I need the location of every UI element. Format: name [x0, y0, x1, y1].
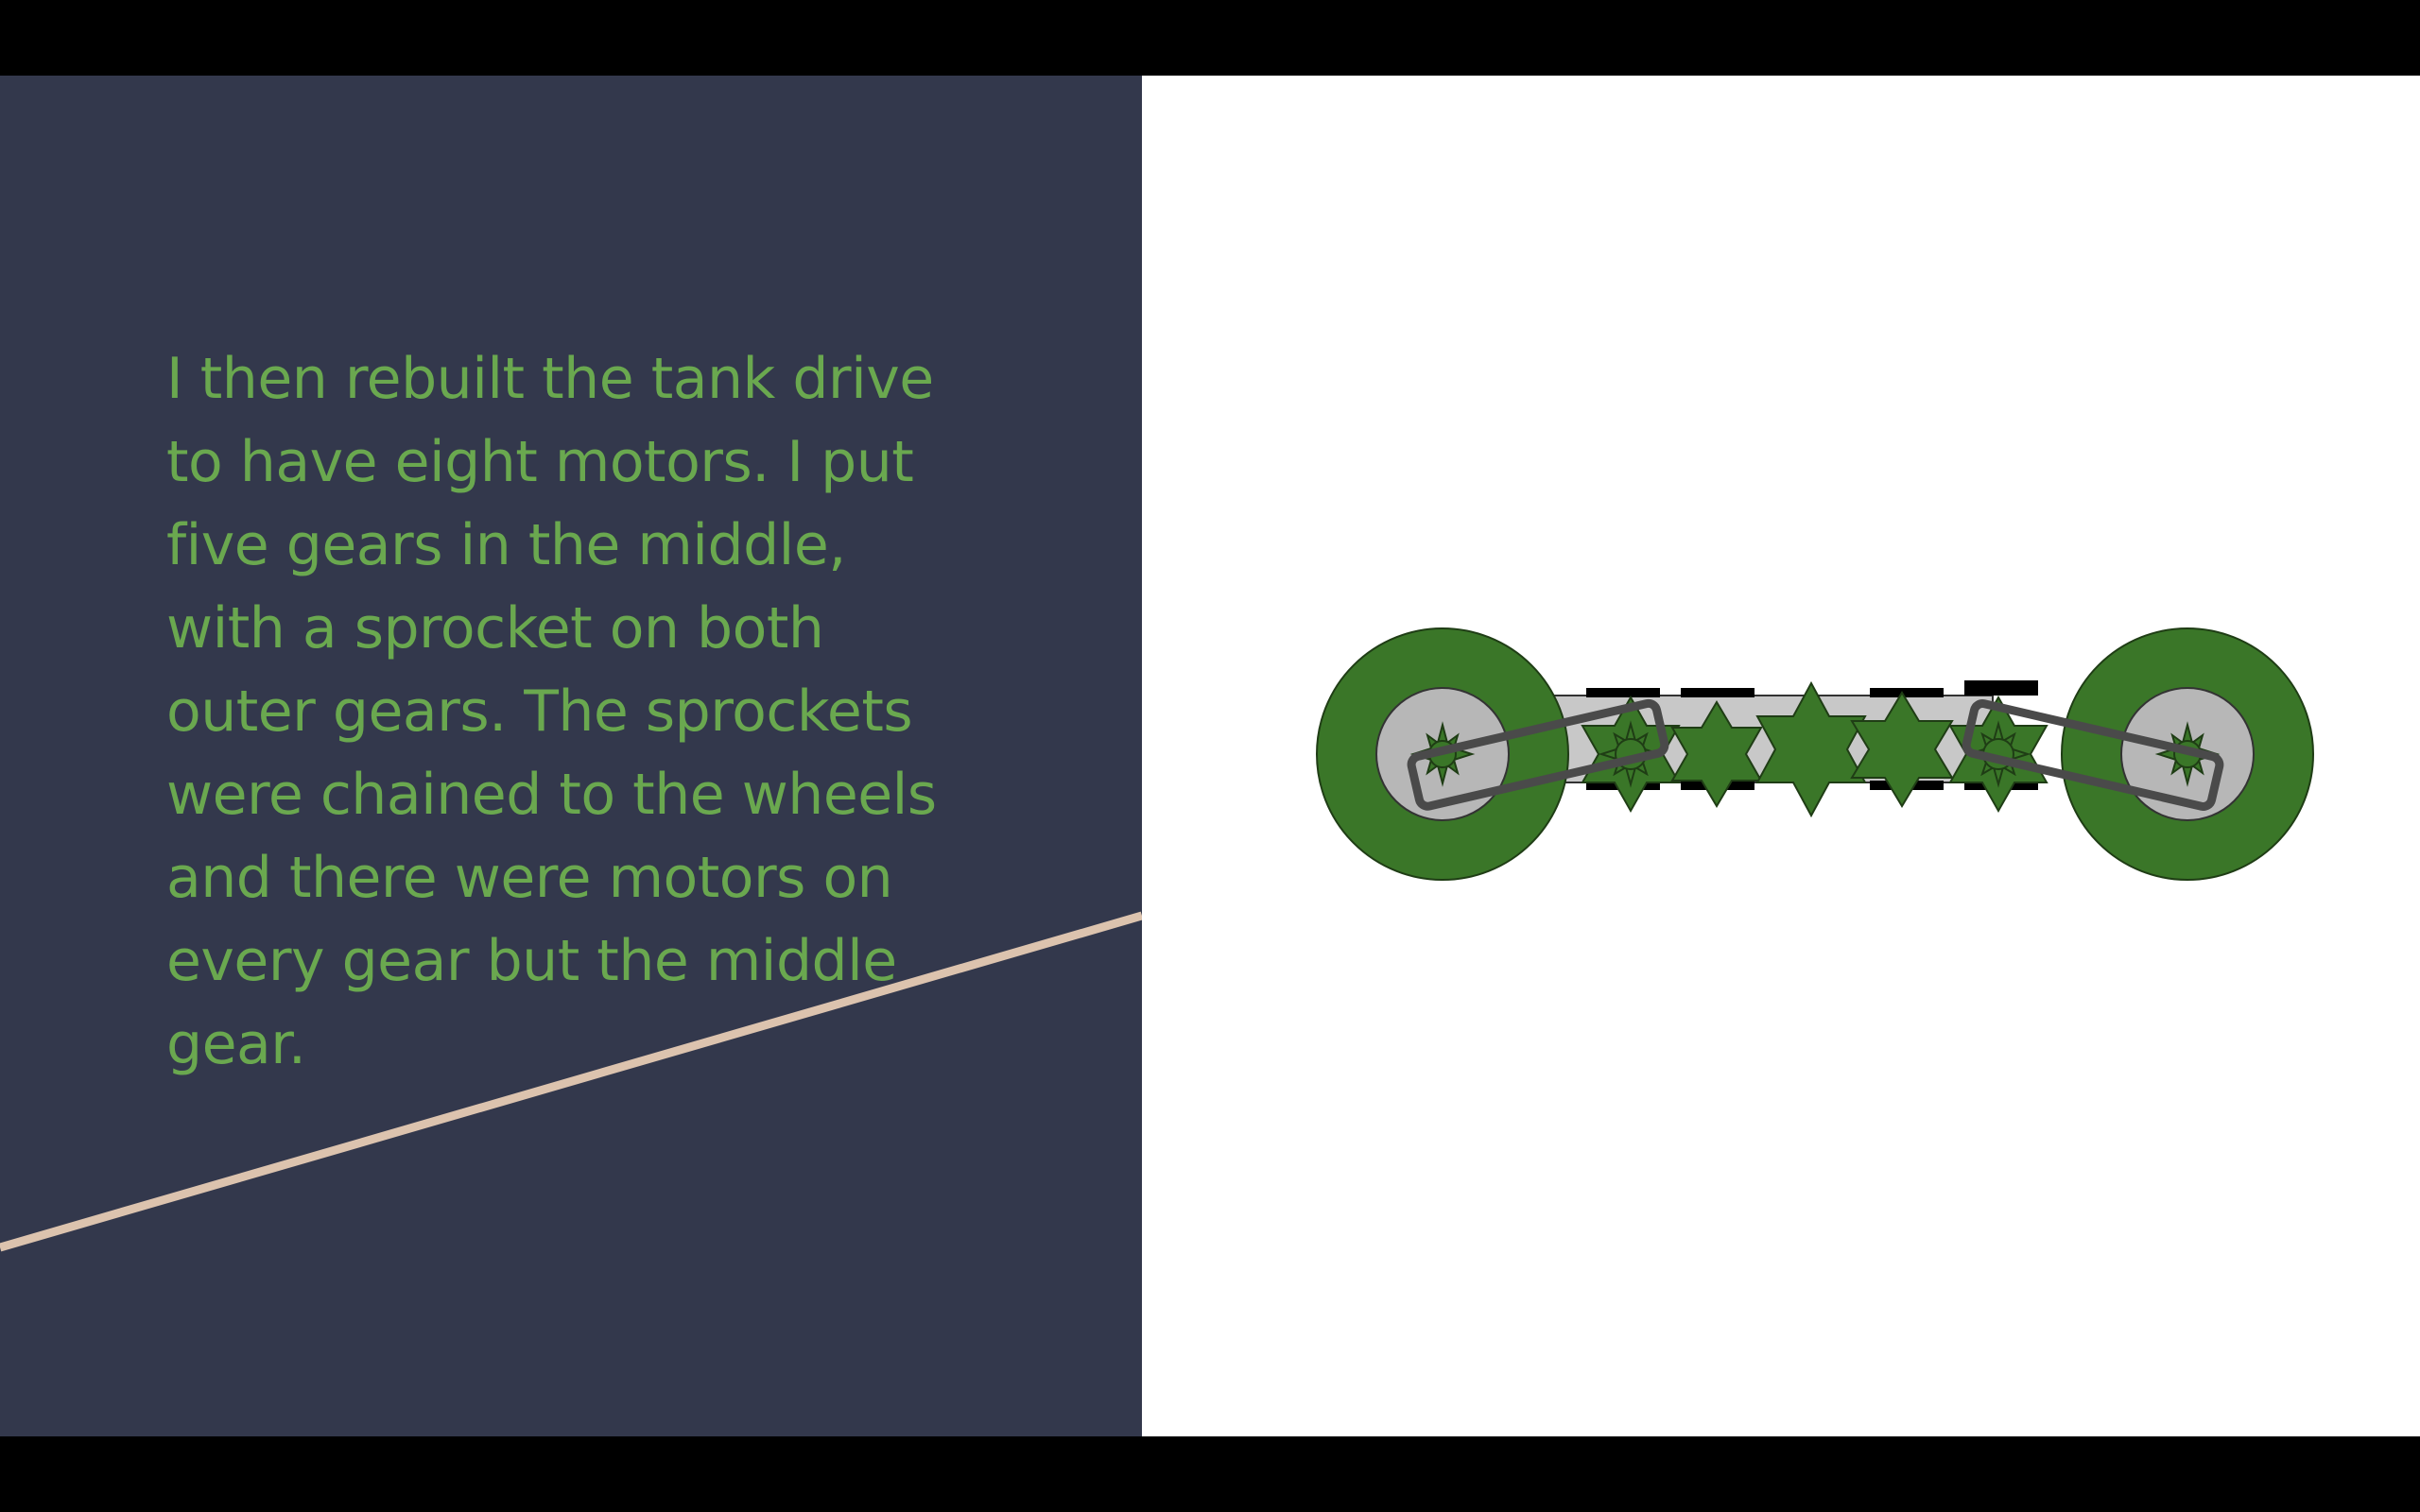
right-chain-icon — [1962, 699, 2224, 811]
gear-icon — [1755, 680, 1867, 818]
decorative-diagonal-line — [0, 911, 1142, 1252]
motor-icon — [1681, 688, 1754, 697]
slide-body-text: I then rebuilt the tank drive to have ei… — [166, 346, 937, 1077]
gear-icon — [1670, 700, 1763, 808]
motor-icon — [1586, 688, 1660, 697]
motor-icon — [1870, 688, 1944, 697]
left-chain-icon — [1407, 698, 1669, 811]
presentation-slide: I then rebuilt the tank drive to have ei… — [0, 76, 2420, 1436]
gear-icon — [1850, 691, 1954, 808]
chain-icons — [1407, 698, 2224, 811]
motor-icon — [1964, 680, 2038, 696]
tank-drive-diagram — [1316, 627, 2314, 881]
text-panel: I then rebuilt the tank drive to have ei… — [0, 76, 1142, 1436]
